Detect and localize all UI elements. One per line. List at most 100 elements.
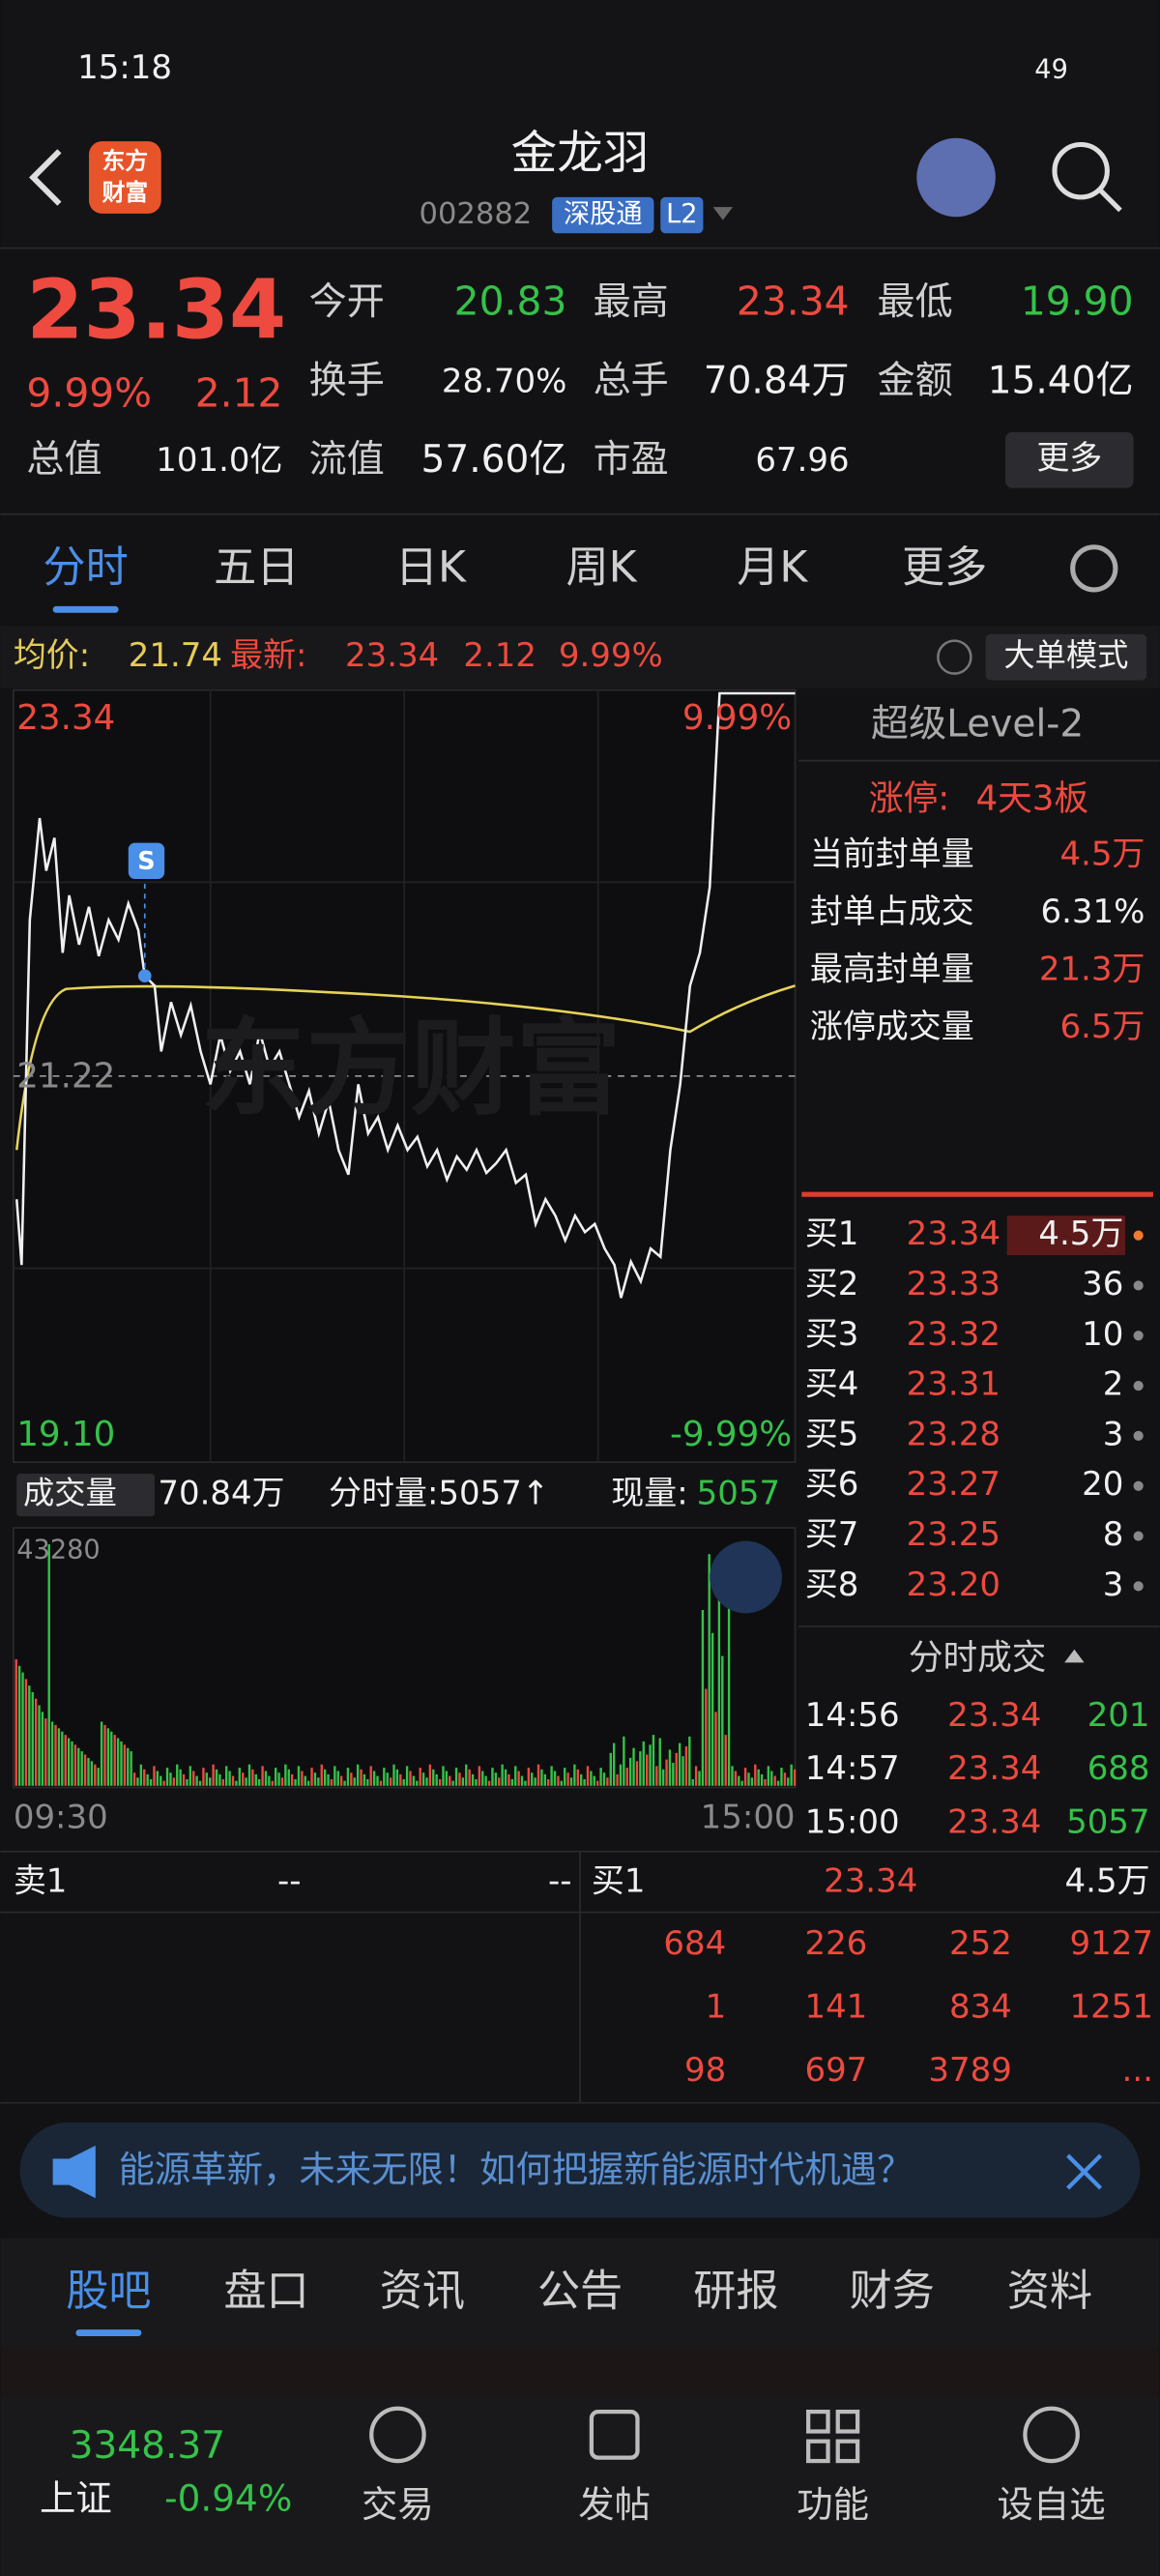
more-button[interactable]: [1005, 431, 1134, 488]
volume-bar: [120, 1741, 123, 1786]
axis-label: 19.10: [16, 1415, 115, 1454]
bid-volume: 36: [1082, 1265, 1123, 1303]
tab[interactable]: 更多: [902, 543, 987, 593]
volume-bar: [543, 1773, 547, 1786]
volume-bar: [251, 1769, 254, 1786]
volume-bar: [106, 1728, 110, 1786]
panel-row-label: 封单占成交: [810, 893, 974, 931]
volume-bar: [569, 1777, 573, 1786]
now-value: 5057: [697, 1475, 780, 1513]
tab-underline: [75, 2329, 142, 2336]
tab[interactable]: 五日: [214, 543, 299, 593]
volume-bar: [412, 1775, 416, 1786]
bid-price: 23.25: [907, 1515, 1000, 1554]
volume-bar: [583, 1778, 586, 1786]
index-pct: -0.94%: [164, 2476, 292, 2519]
search-icon[interactable]: [1052, 141, 1110, 200]
volume-bar: [50, 1721, 54, 1786]
bid-price: 23.20: [907, 1566, 1000, 1604]
content-strip: [0, 2349, 1160, 2396]
bid-label: 买2: [805, 1265, 859, 1303]
volume-bar: [491, 1768, 494, 1786]
axis-label: -9.99%: [670, 1415, 792, 1454]
volume-bar: [245, 1777, 247, 1786]
volume-bar: [339, 1775, 343, 1786]
volume-bar: [458, 1772, 461, 1786]
volume-bar: [205, 1772, 209, 1786]
nav-item[interactable]: 发帖: [578, 2483, 651, 2526]
bottom-tab[interactable]: 公告: [537, 2267, 623, 2316]
assistant-icon[interactable]: [916, 137, 996, 218]
volume-bar: [724, 1735, 727, 1786]
bid-volume: 4.5万: [1038, 1215, 1123, 1253]
volume-bar: [688, 1736, 691, 1786]
field-value: 67.96: [755, 441, 849, 480]
field-label: 流值: [309, 438, 385, 482]
trade-price: 23.34: [947, 1749, 1041, 1788]
volume-bar: [547, 1778, 550, 1786]
volume-bar: [672, 1763, 675, 1786]
pct-change: 9.99%: [26, 369, 152, 416]
bid-volume: 10: [1082, 1315, 1123, 1354]
expand-button[interactable]: [710, 1540, 782, 1614]
volume-selector[interactable]: [16, 1473, 155, 1517]
volume-bar: [153, 1766, 156, 1786]
bottom-tab[interactable]: 财务: [850, 2267, 935, 2316]
volume-bar: [740, 1780, 743, 1786]
back-button[interactable]: [29, 149, 62, 206]
volume-bar: [136, 1777, 139, 1786]
volume-bar: [616, 1773, 619, 1786]
volume-bar: [564, 1768, 566, 1786]
volume-bar: [475, 1778, 478, 1786]
now-label: 现量:: [611, 1475, 687, 1513]
sell-price: --: [277, 1862, 302, 1901]
volume-bar: [44, 1718, 47, 1786]
volume-bar: [127, 1747, 130, 1786]
banner-text[interactable]: 能源革新，未来无限！如何把握新能源时代机遇？: [119, 2149, 914, 2191]
volume-bar: [179, 1769, 182, 1786]
volume-bar: [727, 1599, 731, 1786]
tab[interactable]: 日K: [395, 543, 467, 593]
volume-bar: [212, 1764, 215, 1786]
nav-item[interactable]: 交易: [362, 2483, 434, 2526]
volume-bar: [87, 1757, 90, 1786]
volume-bar: [21, 1672, 24, 1786]
trades-title: 分时成交: [909, 1638, 1047, 1678]
nav-item[interactable]: 设自选: [998, 2483, 1106, 2526]
settings-icon[interactable]: [1070, 544, 1118, 593]
bottom-tab[interactable]: 盘口: [223, 2267, 308, 2316]
volume-bar: [540, 1769, 543, 1786]
bottom-tab[interactable]: 资料: [1007, 2267, 1092, 2316]
volume-bar: [327, 1773, 330, 1786]
mode-button[interactable]: [985, 633, 1147, 681]
nav-item[interactable]: 功能: [797, 2483, 869, 2526]
tab[interactable]: 周K: [566, 543, 638, 593]
trade-volume: 201: [1088, 1696, 1150, 1735]
tab[interactable]: 月K: [737, 543, 808, 593]
bid-label: 买5: [805, 1415, 859, 1453]
volume-bar: [682, 1756, 684, 1786]
volume-bar: [41, 1712, 44, 1786]
volume-bar: [783, 1772, 787, 1786]
volume-bar: [389, 1777, 392, 1786]
tab[interactable]: 分时: [43, 543, 128, 593]
index-name: 上证: [40, 2476, 112, 2519]
banner[interactable]: [19, 2122, 1141, 2218]
bottom-tab[interactable]: 研报: [693, 2267, 778, 2316]
buy-volume: 4.5万: [1065, 1862, 1150, 1901]
volume-bar: [770, 1771, 773, 1786]
price-line: [14, 691, 796, 1299]
volume-bar: [297, 1766, 301, 1786]
banner-close[interactable]: [1066, 2153, 1103, 2190]
volume-bar: [590, 1771, 593, 1786]
volume-bar: [501, 1764, 504, 1786]
bid-price: 23.34: [907, 1215, 1000, 1253]
volume-bar: [655, 1766, 658, 1786]
bottom-tab[interactable]: 股吧: [66, 2267, 151, 2316]
volume-bar: [793, 1769, 797, 1786]
bottom-tab[interactable]: 资讯: [380, 2267, 465, 2316]
volume-bar: [465, 1764, 468, 1786]
volume-bar: [231, 1775, 235, 1786]
bid-price: 23.28: [907, 1415, 1000, 1453]
help-icon[interactable]: [937, 639, 972, 675]
